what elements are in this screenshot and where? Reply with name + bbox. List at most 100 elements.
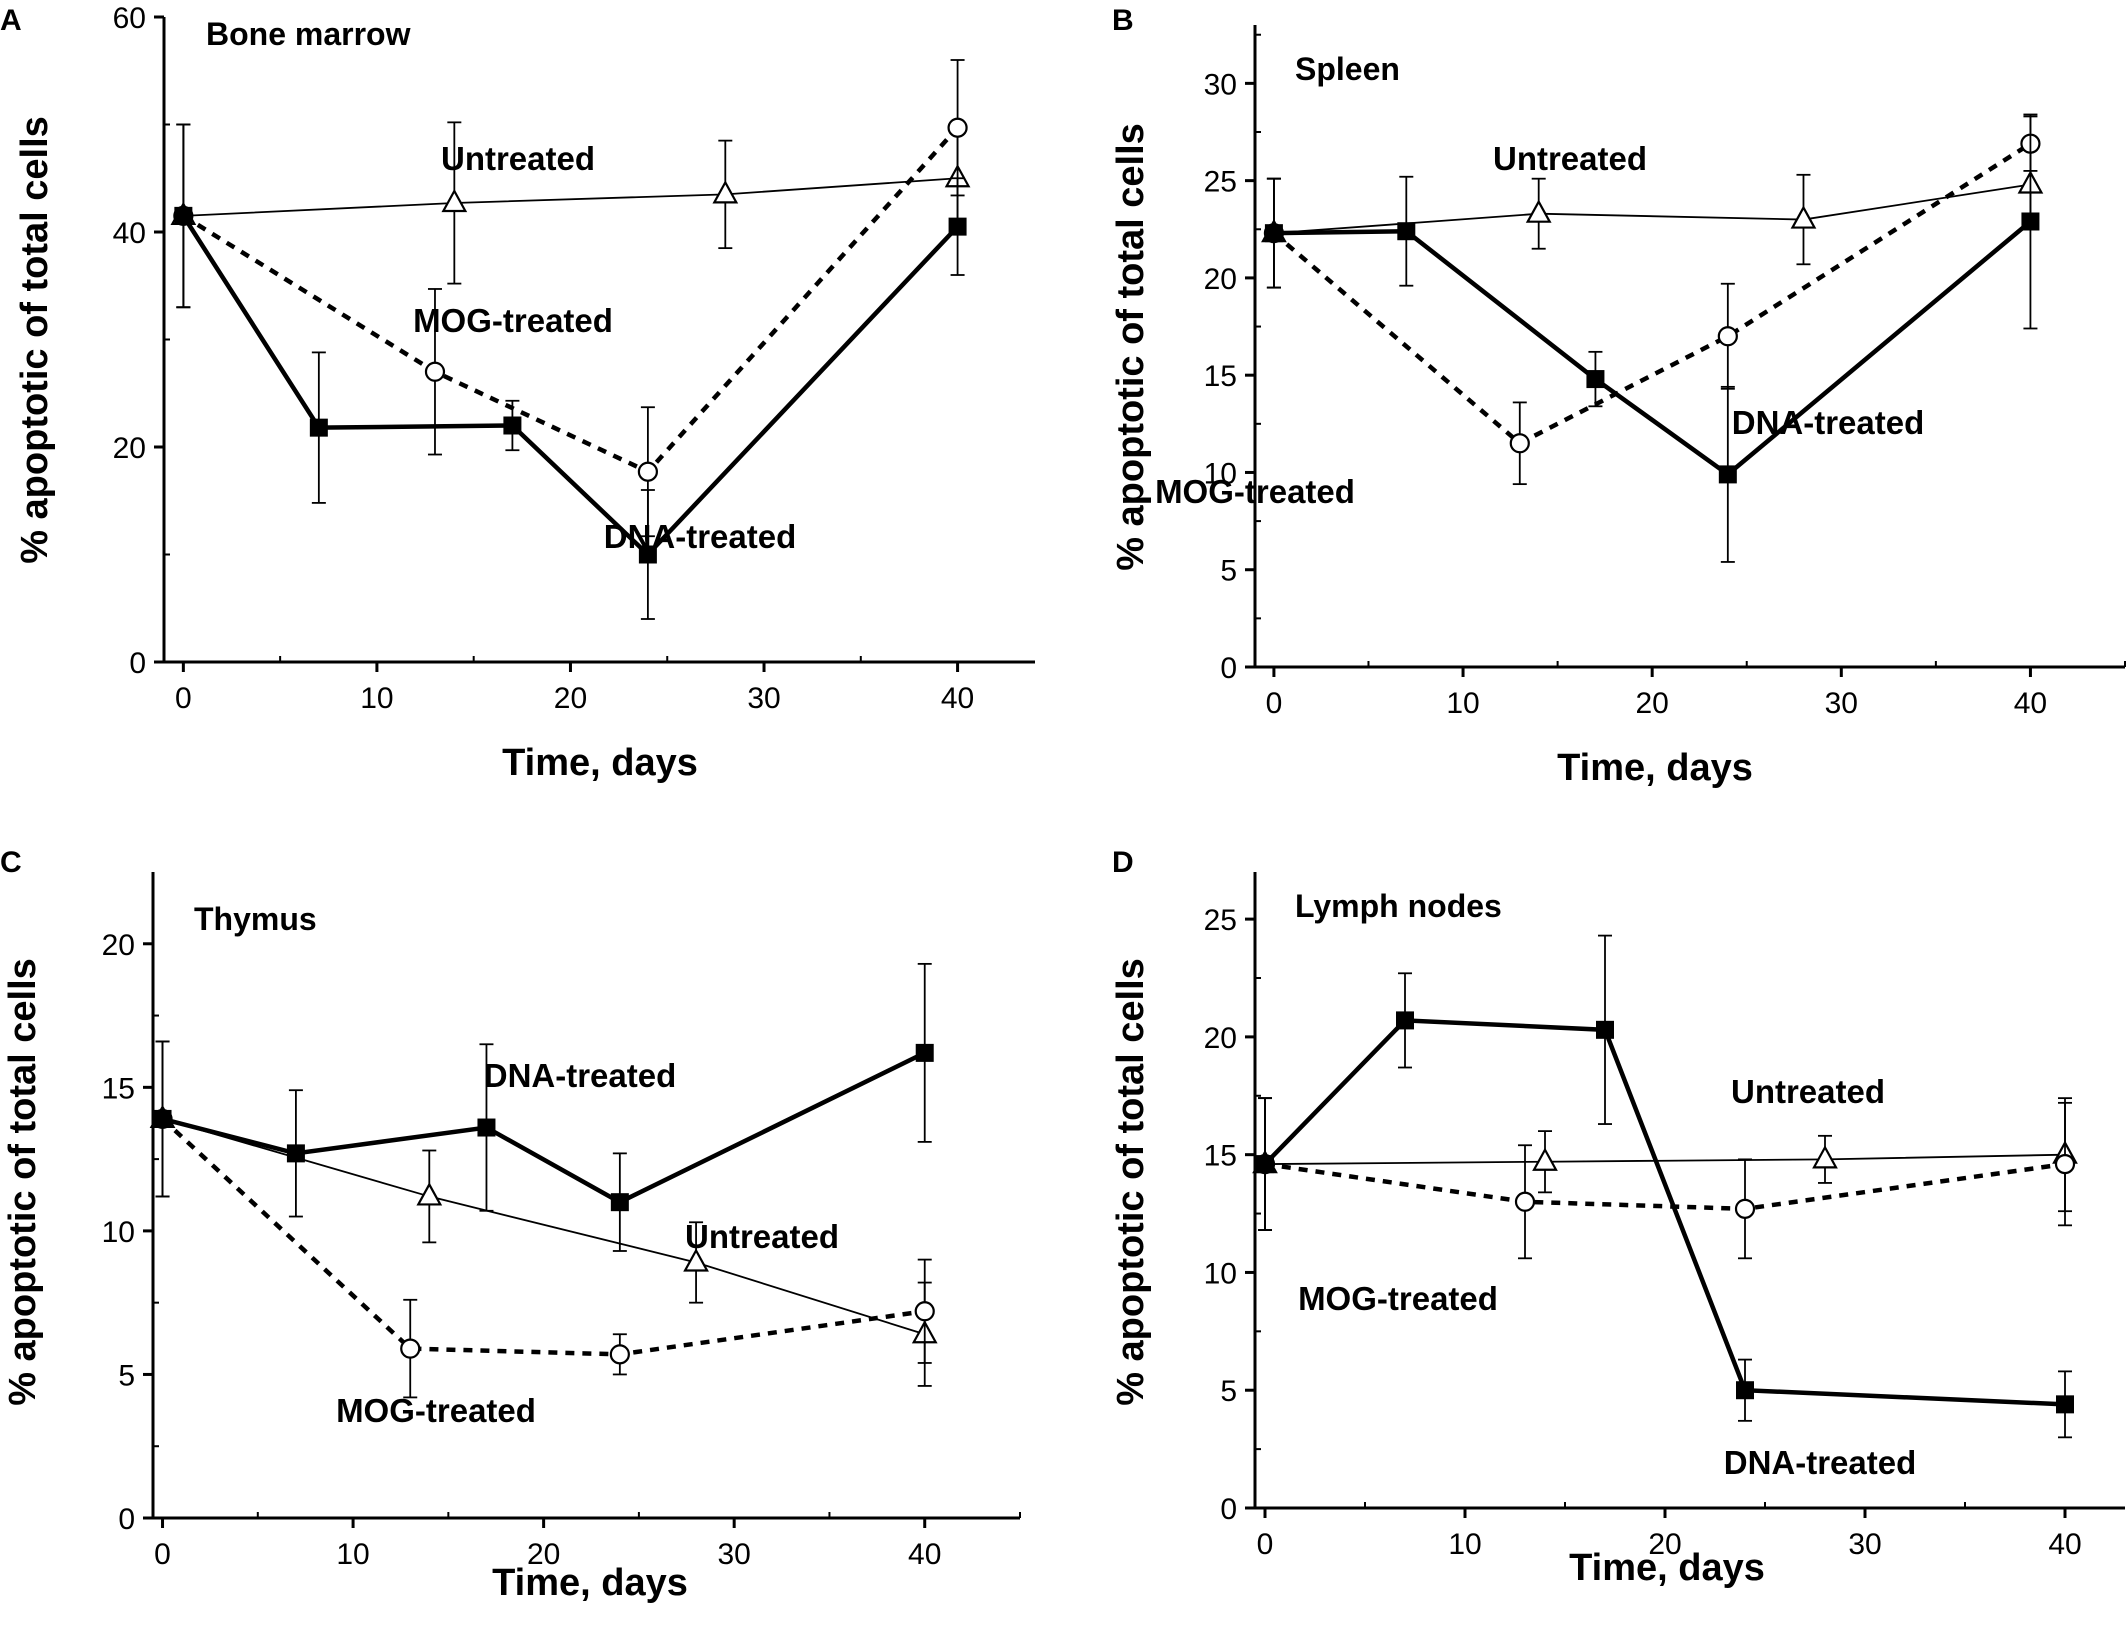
- series-label-mog-treated: MOG-treated: [1155, 473, 1355, 510]
- y-tick-label: 10: [1204, 457, 1237, 490]
- data-point-square: [286, 1144, 305, 1163]
- series-label-mog-treated: MOG-treated: [413, 302, 613, 339]
- data-point-circle: [947, 117, 968, 138]
- data-point-square: [174, 206, 193, 225]
- x-tick-label: 10: [1448, 1528, 1481, 1561]
- panel-title: Spleen: [1295, 51, 1400, 87]
- x-tick-label: 0: [154, 1538, 171, 1571]
- series-line: [181, 214, 960, 558]
- y-axis-title: % apoptotic of total cells: [1110, 123, 1152, 571]
- panel-title: Lymph nodes: [1295, 888, 1502, 924]
- panel-letter: A: [0, 4, 22, 37]
- series-line: [1272, 141, 2032, 446]
- panel-d: 0 5 10 15 20 25 0 10 20 30 40 Time, days % apoptotic…: [1110, 846, 2125, 1589]
- panel-a: 0 20 40 60 0 10 20 30 40 Time, days % apoptotic of…: [0, 2, 1035, 784]
- data-point-circle: [914, 1301, 935, 1322]
- x-tick-label: 10: [336, 1538, 369, 1571]
- series-label-mog-treated: MOG-treated: [336, 1392, 536, 1429]
- data-point-square: [477, 1118, 496, 1137]
- y-tick-label: 20: [113, 432, 146, 465]
- data-point-square: [915, 1043, 934, 1062]
- x-tick-label: 20: [1648, 1528, 1681, 1561]
- series-label-untreated: Untreated: [1731, 1073, 1885, 1110]
- series-line: [1264, 1153, 2066, 1165]
- x-axis-title: Time, days: [502, 742, 698, 784]
- y-tick-label: 5: [1220, 1375, 1237, 1408]
- x-tick-label: 20: [527, 1538, 560, 1571]
- y-tick-label: 15: [1204, 360, 1237, 393]
- data-point-circle: [1509, 433, 1530, 454]
- x-axis-title: Time, days: [492, 1562, 688, 1604]
- y-tick-label: 5: [118, 1359, 135, 1392]
- data-point-square: [1397, 222, 1416, 241]
- data-point-square: [2056, 1395, 2074, 1414]
- x-tick-label: 20: [554, 682, 587, 715]
- series-line: [1263, 1018, 2066, 1407]
- panel-letter: B: [1112, 4, 1134, 37]
- data-point-triangle: [1790, 205, 1817, 229]
- y-tick-label: 30: [1204, 68, 1237, 101]
- series-label-dna-treated: DNA-treated: [1724, 1444, 1917, 1481]
- y-tick-label: 20: [1204, 263, 1237, 296]
- panel-b: 0 5 10 15 20 25 30 0 10 20 30 40 Time, days % apoptot…: [1110, 4, 2126, 789]
- data-point-square: [309, 418, 328, 437]
- series-dna-treated: [1256, 934, 2074, 1439]
- series-mog-treated: [173, 59, 968, 538]
- data-point-square: [610, 1193, 629, 1212]
- data-point-square: [1718, 465, 1737, 484]
- data-point-triangle: [712, 180, 739, 204]
- y-tick-label: 10: [102, 1216, 135, 1249]
- data-point-circle: [2054, 1153, 2076, 1175]
- y-tick-label: 0: [129, 647, 146, 680]
- y-tick-label: 10: [1204, 1257, 1237, 1290]
- series-label-mog-treated: MOG-treated: [1298, 1280, 1498, 1317]
- y-tick-label: 0: [1220, 652, 1237, 685]
- data-point-triangle: [441, 188, 468, 213]
- data-point-square: [948, 217, 967, 236]
- y-tick-label: 40: [113, 217, 146, 250]
- data-point-square: [153, 1109, 172, 1128]
- data-point-triangle: [1812, 1145, 1838, 1169]
- series-label-dna-treated: DNA-treated: [1732, 404, 1925, 441]
- panel-title: Thymus: [194, 901, 317, 937]
- panel-letter: C: [0, 846, 22, 879]
- data-point-square: [1586, 370, 1605, 389]
- data-point-square: [1396, 1011, 1414, 1030]
- data-point-circle: [1734, 1198, 1756, 1219]
- series-label-untreated: Untreated: [1493, 140, 1647, 177]
- series-dna-treated: [174, 123, 967, 620]
- x-tick-label: 40: [908, 1538, 941, 1571]
- series-dna-treated: [153, 962, 934, 1252]
- series-label-untreated: Untreated: [441, 140, 595, 177]
- x-tick-label: 30: [1825, 687, 1858, 720]
- x-tick-label: 40: [2048, 1528, 2081, 1561]
- series-line: [160, 1117, 926, 1357]
- x-tick-label: 30: [1848, 1528, 1881, 1561]
- y-tick-label: 60: [113, 2, 146, 35]
- data-point-triangle: [416, 1182, 443, 1206]
- x-tick-label: 30: [717, 1538, 750, 1571]
- data-point-triangle: [683, 1248, 709, 1272]
- data-point-circle: [1514, 1191, 1536, 1212]
- series-label-untreated: Untreated: [685, 1218, 839, 1255]
- y-axis-title: % apoptotic of total cells: [14, 116, 56, 564]
- series-untreated: [1261, 138, 2044, 289]
- data-point-square: [1256, 1155, 1274, 1174]
- series-dna-treated: [1264, 113, 2040, 563]
- series-line: [183, 177, 958, 217]
- series-label-dna-treated: DNA-treated: [604, 518, 797, 555]
- y-tick-label: 0: [1220, 1493, 1237, 1526]
- series-line: [1273, 183, 2031, 235]
- data-point-square: [2021, 212, 2040, 231]
- data-point-triangle: [1532, 1147, 1558, 1171]
- data-point-square: [1596, 1020, 1614, 1039]
- data-point-square: [1736, 1381, 1754, 1400]
- panel-letter: D: [1112, 846, 1134, 879]
- y-tick-label: 0: [118, 1503, 135, 1536]
- panel-c: 0 5 10 15 20 0 10 20 30 40 Time, days % apoptotic o…: [0, 846, 1021, 1604]
- y-tick-label: 25: [1204, 166, 1237, 199]
- data-point-circle: [637, 461, 658, 482]
- x-tick-label: 40: [941, 682, 974, 715]
- x-tick-label: 0: [1266, 687, 1283, 720]
